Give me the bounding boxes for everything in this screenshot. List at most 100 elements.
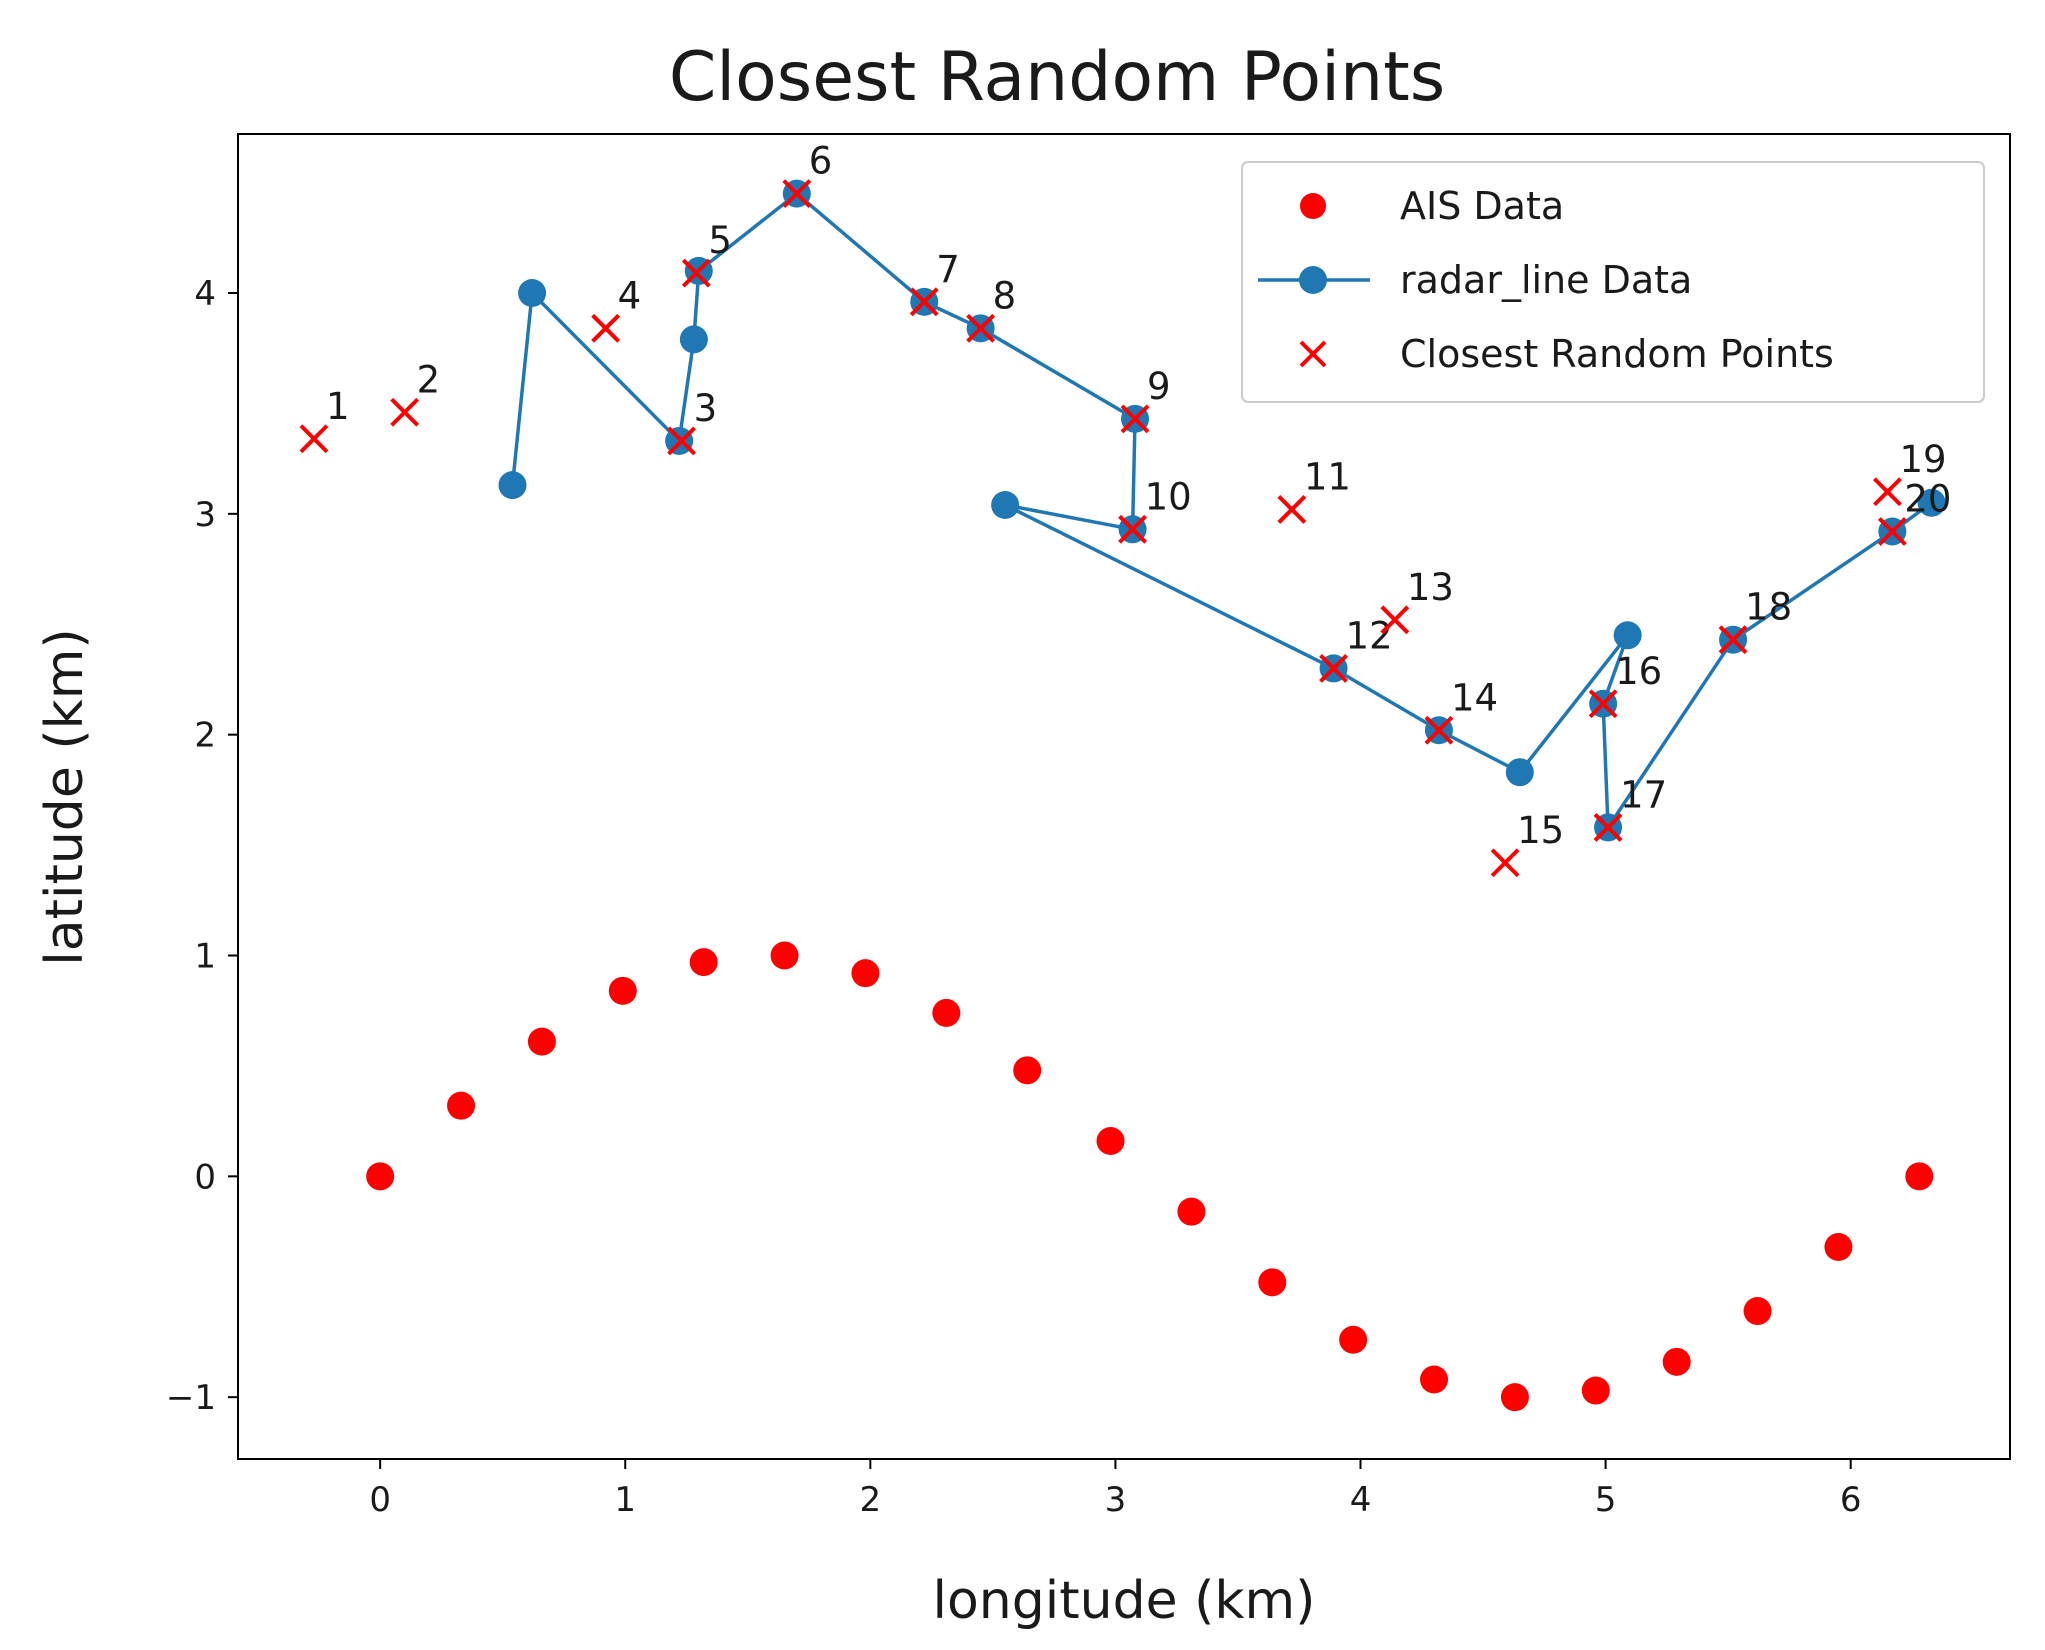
- ais-point: [1581, 1376, 1610, 1405]
- x-tick-label: 1: [614, 1480, 636, 1520]
- closest-point: [390, 397, 420, 427]
- radar-point: [991, 491, 1020, 519]
- closest-point-stroke: [1120, 404, 1150, 434]
- radar-point: [679, 325, 708, 354]
- y-tick-label: 4: [194, 274, 216, 314]
- closest-point: [966, 313, 996, 343]
- radar-point: [498, 471, 527, 500]
- ais-point: [1662, 1347, 1691, 1376]
- radar-point: [1505, 758, 1534, 787]
- closest-point-label: 20: [1904, 478, 1951, 521]
- closest-point-stroke: [1380, 605, 1410, 635]
- closest-point-label: 19: [1899, 438, 1946, 481]
- closest-point-label: 9: [1147, 365, 1171, 408]
- y-axis-label: latitude (km): [35, 628, 95, 965]
- closest-point-label: 11: [1304, 455, 1351, 498]
- x-axis-label: longitude (km): [933, 1571, 1316, 1631]
- x-tick-label: 4: [1350, 1480, 1372, 1520]
- closest-point-label: 7: [936, 248, 960, 291]
- ais-point: [447, 1091, 476, 1120]
- ais-point: [1743, 1297, 1772, 1326]
- closest-point: [1424, 715, 1454, 745]
- closest-point-stroke: [299, 424, 329, 454]
- closest-point-stroke: [591, 313, 621, 343]
- chart-title: Closest Random Points: [669, 38, 1445, 117]
- x-tick-label: 0: [369, 1480, 391, 1520]
- closest-point-stroke: [1588, 689, 1618, 719]
- x-tick-label: 3: [1105, 1480, 1127, 1520]
- x-tick-label: 5: [1595, 1480, 1617, 1520]
- closest-point-label: 12: [1346, 614, 1393, 657]
- closest-point: [1490, 848, 1520, 878]
- legend-radar-marker: [1299, 266, 1327, 294]
- closest-point: [1120, 404, 1150, 434]
- closest-point-stroke: [667, 426, 697, 456]
- closest-point-stroke: [782, 179, 812, 209]
- radar-point: [1917, 488, 1946, 517]
- closest-point-stroke: [1118, 514, 1147, 544]
- closest-point: [1118, 514, 1147, 544]
- legend-closest-marker: [1299, 340, 1327, 368]
- ais-point: [689, 948, 718, 977]
- ais-point: [932, 998, 961, 1027]
- ais-point: [1258, 1268, 1287, 1297]
- legend: AIS Data radar_line Data Closest Random …: [1241, 161, 1985, 403]
- ais-point: [1420, 1365, 1449, 1394]
- closest-point: [909, 287, 939, 317]
- closest-point-label: 4: [618, 274, 642, 317]
- closest-point-label: 2: [417, 358, 441, 401]
- closest-point-stroke: [1490, 848, 1520, 878]
- closest-point-label: 13: [1407, 566, 1454, 609]
- closest-point-stroke: [909, 287, 939, 317]
- y-tick-label: −1: [166, 1378, 216, 1418]
- legend-ais-label: AIS Data: [1400, 184, 1564, 228]
- closest-point-label: 1: [326, 385, 350, 428]
- closest-point: [1319, 654, 1348, 683]
- closest-point-stroke: [1424, 715, 1454, 745]
- closest-point: [1277, 495, 1307, 524]
- closest-point: [1588, 689, 1618, 719]
- ais-point: [851, 959, 880, 988]
- closest-point: [1877, 517, 1907, 546]
- closest-point: [1380, 605, 1410, 635]
- closest-point: [591, 313, 621, 343]
- closest-point-stroke: [1877, 517, 1907, 546]
- closest-point-stroke: [1718, 625, 1748, 655]
- y-tick-label: 1: [194, 937, 216, 977]
- ais-point: [1096, 1127, 1125, 1155]
- closest-point: [1873, 477, 1902, 507]
- closest-point: [299, 424, 329, 454]
- legend-ais-marker: [1300, 193, 1326, 219]
- closest-point-label: 16: [1615, 650, 1662, 693]
- closest-point-label: 10: [1145, 475, 1192, 518]
- ais-point: [1339, 1325, 1368, 1354]
- ais-point: [1013, 1056, 1042, 1085]
- closest-point-label: 8: [993, 274, 1017, 317]
- ais-point: [1905, 1162, 1934, 1191]
- ais-point: [770, 941, 799, 970]
- closest-point-label: 5: [708, 219, 732, 262]
- closest-point-stroke: [1873, 477, 1902, 507]
- x-tick-label: 6: [1840, 1480, 1862, 1520]
- y-tick-label: 2: [194, 716, 216, 756]
- ais-point: [1824, 1233, 1853, 1261]
- ais-point: [1500, 1383, 1529, 1412]
- closest-point-stroke: [1593, 813, 1623, 842]
- closest-point-stroke: [966, 313, 996, 343]
- closest-point-label: 18: [1745, 586, 1792, 629]
- closest-point-label: 14: [1451, 676, 1498, 719]
- x-tick-label: 2: [860, 1480, 882, 1520]
- closest-point-stroke: [1319, 654, 1348, 683]
- closest-point: [681, 258, 711, 288]
- y-tick-label: 3: [194, 495, 216, 535]
- legend-box: [1241, 161, 1985, 403]
- closest-point-label: 3: [694, 387, 718, 430]
- closest-point-stroke: [1277, 495, 1307, 524]
- closest-point: [667, 426, 697, 456]
- ais-point: [527, 1027, 556, 1056]
- ais-point: [366, 1162, 395, 1191]
- ais-point: [608, 976, 637, 1005]
- closest-point-stroke: [681, 258, 711, 288]
